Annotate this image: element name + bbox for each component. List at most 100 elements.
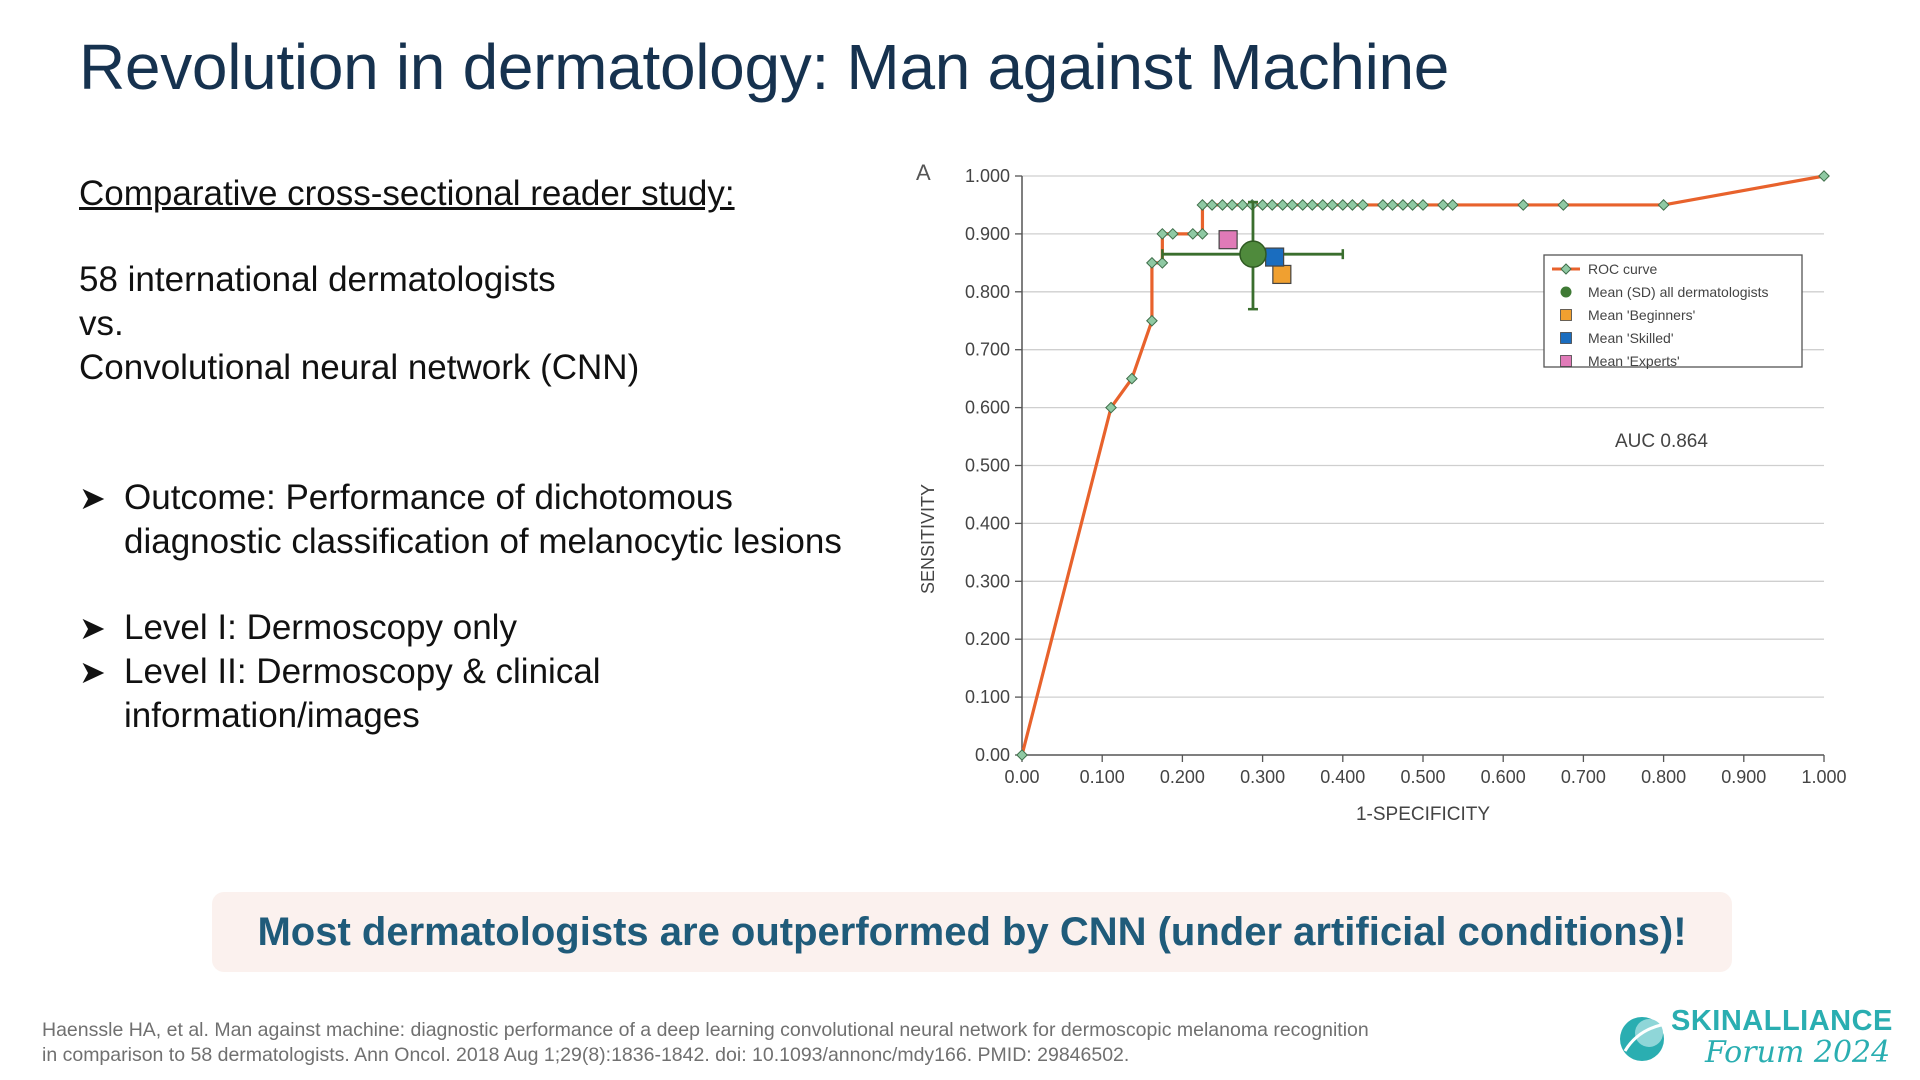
study-subheading: Comparative cross-sectional reader study… xyxy=(79,174,735,213)
y-tick-label: 0.800 xyxy=(965,282,1010,302)
roc-point xyxy=(1146,314,1158,327)
group-mean-marker xyxy=(1265,247,1285,267)
roc-point xyxy=(1386,199,1399,211)
legend-label: Mean 'Beginners' xyxy=(1588,307,1695,323)
bullet-line: information/images xyxy=(124,696,420,735)
roc-point xyxy=(1657,199,1670,211)
slide-title: Revolution in dermatology: Man against M… xyxy=(79,31,1450,103)
y-tick-label: 0.00 xyxy=(975,745,1010,765)
roc-point xyxy=(1125,372,1138,385)
bullet-line: Outcome: Performance of dichotomous xyxy=(124,478,733,517)
x-tick-label: 0.300 xyxy=(1240,767,1285,787)
bullet-list: ➤ Outcome: Performance of dichotomous di… xyxy=(79,476,899,738)
roc-point xyxy=(1406,199,1419,211)
legend-group-swatch xyxy=(1560,355,1572,367)
x-tick-label: 0.500 xyxy=(1400,767,1445,787)
roc-point xyxy=(1276,199,1289,211)
roc-point xyxy=(1196,227,1209,240)
cnn-text: Convolutional neural network (CNN) xyxy=(79,348,640,387)
roc-point xyxy=(1316,199,1329,211)
auc-annotation: AUC 0.864 xyxy=(1615,431,1708,452)
y-tick-label: 0.500 xyxy=(965,456,1010,476)
legend-roc-marker xyxy=(1560,263,1572,275)
roc-point xyxy=(1397,199,1409,211)
skinalliance-logo: SKINALLIANCE Forum 2024 xyxy=(1615,1005,1905,1071)
legend-dermatologists-swatch xyxy=(1560,286,1572,298)
y-tick-label: 0.200 xyxy=(965,629,1010,649)
bullet-line: Level I: Dermoscopy only xyxy=(124,608,517,647)
chart-grid xyxy=(1022,175,1824,698)
x-tick-label: 0.800 xyxy=(1641,767,1686,787)
roc-point xyxy=(1105,401,1117,414)
roc-point xyxy=(1286,199,1299,211)
chart-axes: 0.00 0.100 0.200 0.300 0.400 0.500 0.600 0.700 0… xyxy=(965,166,1847,787)
x-tick-label: 0.200 xyxy=(1160,767,1205,787)
dermatologists-mean-marker xyxy=(1239,240,1267,268)
roc-point xyxy=(1517,199,1530,211)
logo-drop-icon xyxy=(1620,1017,1664,1061)
y-tick-label: 0.700 xyxy=(965,340,1010,360)
roc-point xyxy=(1306,199,1319,211)
y-tick-label: 1.000 xyxy=(965,166,1010,186)
roc-chart: 0.00 0.100 0.200 0.300 0.400 0.500 0.600 0.700 0… xyxy=(916,160,1847,825)
bullet-level-2: ➤ Level II: Dermoscopy & clinical inform… xyxy=(79,650,899,738)
roc-point xyxy=(1226,199,1239,211)
study-participants: 58 international dermatologists xyxy=(79,260,556,299)
roc-point xyxy=(1156,227,1169,240)
dermatologist-markers xyxy=(1161,200,1345,311)
roc-point xyxy=(1336,199,1349,211)
y-tick-label: 0.300 xyxy=(965,571,1010,591)
legend-label: ROC curve xyxy=(1588,261,1657,277)
legend-label: Mean (SD) all dermatologists xyxy=(1588,284,1769,300)
roc-point xyxy=(1296,199,1309,211)
roc-point xyxy=(1016,749,1028,761)
roc-point xyxy=(1216,199,1229,211)
bullet-level-1: ➤ Level I: Dermoscopy only xyxy=(79,606,899,650)
legend-group-swatch xyxy=(1560,309,1572,321)
arrow-bullet-icon: ➤ xyxy=(79,610,106,646)
roc-point xyxy=(1266,199,1279,211)
x-axis-label: 1-SPECIFICITY xyxy=(1356,804,1490,825)
logo-brand: SKINALLIANCE xyxy=(1671,1005,1893,1037)
roc-point xyxy=(1417,199,1429,211)
roc-point xyxy=(1186,227,1199,240)
roc-markers xyxy=(1016,170,1830,761)
roc-point xyxy=(1166,227,1179,240)
roc-point xyxy=(1196,199,1209,211)
roc-point xyxy=(1236,199,1249,211)
roc-point xyxy=(1446,199,1459,211)
roc-point xyxy=(1256,199,1269,211)
y-tick-label: 0.100 xyxy=(965,687,1010,707)
roc-point xyxy=(1326,199,1339,211)
x-tick-label: 0.700 xyxy=(1561,767,1606,787)
conclusion-banner: Most dermatologists are outperformed by … xyxy=(212,892,1732,972)
citation: Haenssle HA, et al. Man against machine:… xyxy=(42,1018,1462,1068)
legend-group-swatch xyxy=(1560,332,1572,344)
y-tick-label: 0.400 xyxy=(965,513,1010,533)
x-tick-label: 0.600 xyxy=(1481,767,1526,787)
x-tick-label: 0.00 xyxy=(1004,767,1039,787)
legend-box xyxy=(1543,254,1803,368)
roc-point xyxy=(1206,199,1218,211)
group-mean-marker xyxy=(1272,264,1292,285)
y-tick-label: 0.600 xyxy=(965,398,1010,418)
roc-point xyxy=(1818,170,1830,182)
citation-line: Haenssle HA, et al. Man against machine:… xyxy=(42,1019,1369,1041)
conclusion-text: Most dermatologists are outperformed by … xyxy=(257,909,1687,954)
arrow-bullet-icon: ➤ xyxy=(79,480,106,516)
bullet-line: Level II: Dermoscopy & clinical xyxy=(124,652,601,691)
bullet-line: diagnostic classification of melanocytic… xyxy=(124,522,842,561)
roc-point xyxy=(1557,199,1570,211)
citation-line: in comparison to 58 dermatologists. Ann … xyxy=(42,1044,1130,1066)
bullet-outcome: ➤ Outcome: Performance of dichotomous di… xyxy=(79,476,899,564)
arrow-bullet-icon: ➤ xyxy=(79,654,106,690)
roc-point xyxy=(1156,256,1169,269)
chart-legend: ROC curve Mean (SD) all dermatologists Mea… xyxy=(1543,254,1803,369)
versus-text: vs. xyxy=(79,304,124,343)
panel-label: A xyxy=(916,160,931,185)
roc-point xyxy=(1146,256,1158,269)
legend-label: Mean 'Skilled' xyxy=(1588,330,1674,346)
group-mean-marker xyxy=(1218,230,1238,250)
x-tick-label: 0.400 xyxy=(1320,767,1365,787)
legend-label: Mean 'Experts' xyxy=(1588,353,1680,369)
